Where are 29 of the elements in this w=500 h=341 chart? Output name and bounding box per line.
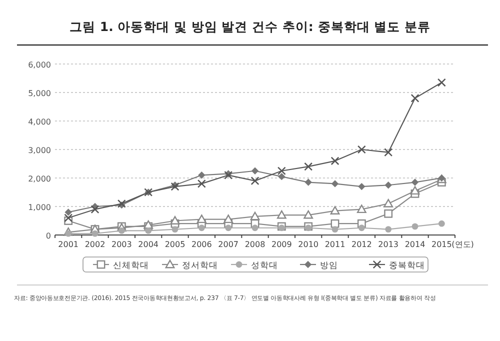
- legend-label: 성학대: [251, 261, 278, 271]
- legend-label: 방임: [320, 261, 338, 271]
- x-tick-label: 2013: [378, 240, 399, 249]
- x-axis-title: (연도): [452, 240, 474, 249]
- x-tick-label: 2007: [218, 240, 239, 249]
- x-tick-label: 2010: [298, 240, 319, 249]
- x-tick-label: 2005: [164, 240, 186, 249]
- y-tick-label: 4,000: [28, 118, 51, 126]
- x-tick-label: 2009: [271, 240, 292, 249]
- chart-title: 그림 1. 아동학대 및 방임 발견 건수 추이: 중복학대 별도 분류: [70, 19, 430, 34]
- x-tick-label: 2001: [58, 240, 79, 249]
- x-tick-label: 2004: [138, 240, 159, 249]
- x-tick-label: 2002: [84, 240, 106, 249]
- y-tick-label: 2,000: [28, 174, 51, 184]
- x-tick-label: 2003: [111, 240, 132, 249]
- y-tick-label: 3,000: [28, 146, 51, 155]
- x-tick-label: 2011: [324, 240, 346, 249]
- x-tick-label: 2012: [351, 240, 372, 249]
- legend-label: 정서학대: [182, 261, 218, 271]
- x-tick-label: 2006: [191, 240, 212, 249]
- y-tick-label: 6,000: [28, 60, 51, 70]
- y-tick-label: 0: [46, 232, 51, 240]
- y-tick-label: 1,000: [28, 203, 51, 212]
- y-tick-label: 5,000: [28, 89, 51, 98]
- legend-label: 신체학대: [113, 261, 149, 271]
- legend-label: 중복학대: [389, 261, 425, 271]
- x-tick-label: 2008: [244, 240, 266, 249]
- x-tick-label: 2015: [431, 240, 452, 249]
- x-tick-label: 2014: [404, 240, 426, 249]
